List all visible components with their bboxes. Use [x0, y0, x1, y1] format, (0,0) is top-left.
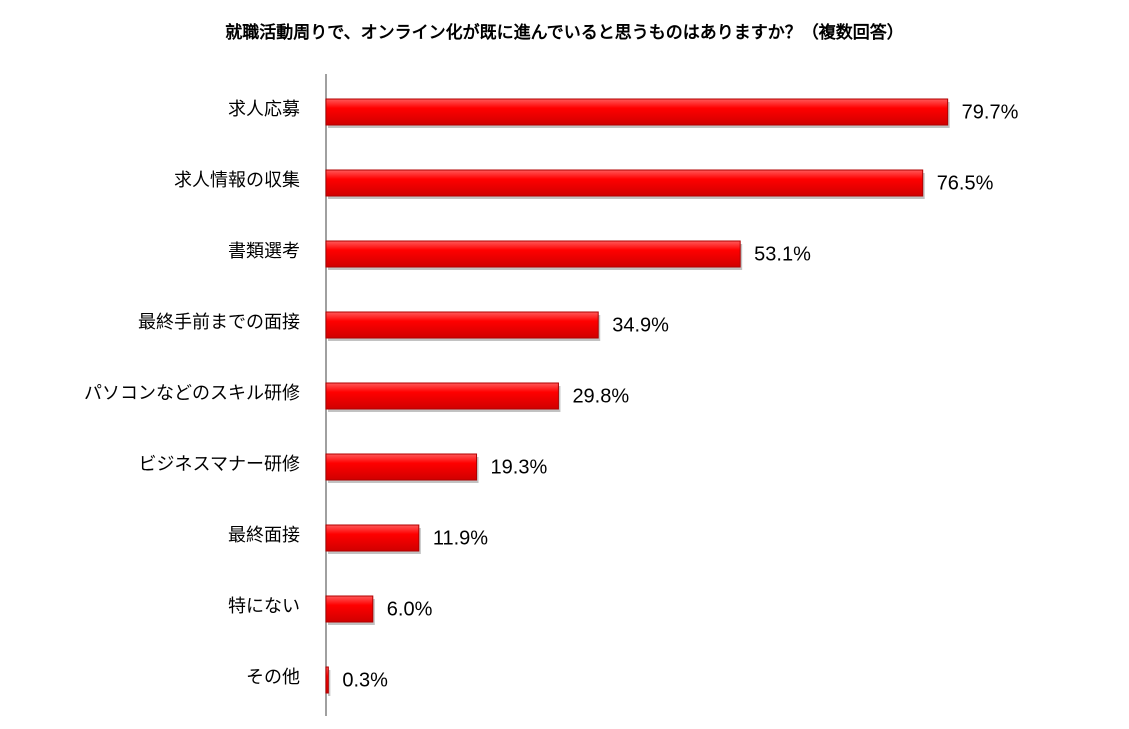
value-label: 29.8% — [572, 385, 629, 407]
bar — [325, 666, 329, 694]
bar — [325, 595, 374, 623]
value-label: 53.1% — [754, 243, 811, 265]
category-label: 最終手前までの面接 — [138, 312, 300, 333]
chart-title: 就職活動周りで、オンライン化が既に進んでいると思うものはありますか？（複数回答） — [225, 23, 904, 43]
category-label: 書類選考 — [228, 241, 300, 262]
value-label: 34.9% — [612, 314, 669, 336]
bar — [325, 382, 559, 410]
bar — [325, 240, 741, 268]
bar — [325, 453, 478, 481]
value-label: 0.3% — [342, 669, 388, 691]
category-label: 最終面接 — [228, 525, 300, 546]
bar — [325, 169, 924, 197]
category-label: パソコンなどのスキル研修 — [84, 383, 300, 404]
value-label: 6.0% — [387, 598, 433, 620]
category-label: その他 — [246, 667, 300, 688]
category-label: ビジネスマナー研修 — [139, 454, 300, 475]
category-label: 特にない — [228, 596, 300, 617]
bar — [325, 524, 420, 552]
bar-shadow — [328, 670, 331, 696]
bar — [325, 98, 949, 126]
category-label: 求人応募 — [228, 99, 300, 120]
bar — [325, 311, 599, 339]
value-label: 76.5% — [937, 172, 994, 194]
category-label: 求人情報の収集 — [174, 170, 300, 191]
value-label: 11.9% — [433, 527, 488, 549]
value-label: 19.3% — [491, 456, 548, 478]
value-label: 79.7% — [962, 101, 1019, 123]
